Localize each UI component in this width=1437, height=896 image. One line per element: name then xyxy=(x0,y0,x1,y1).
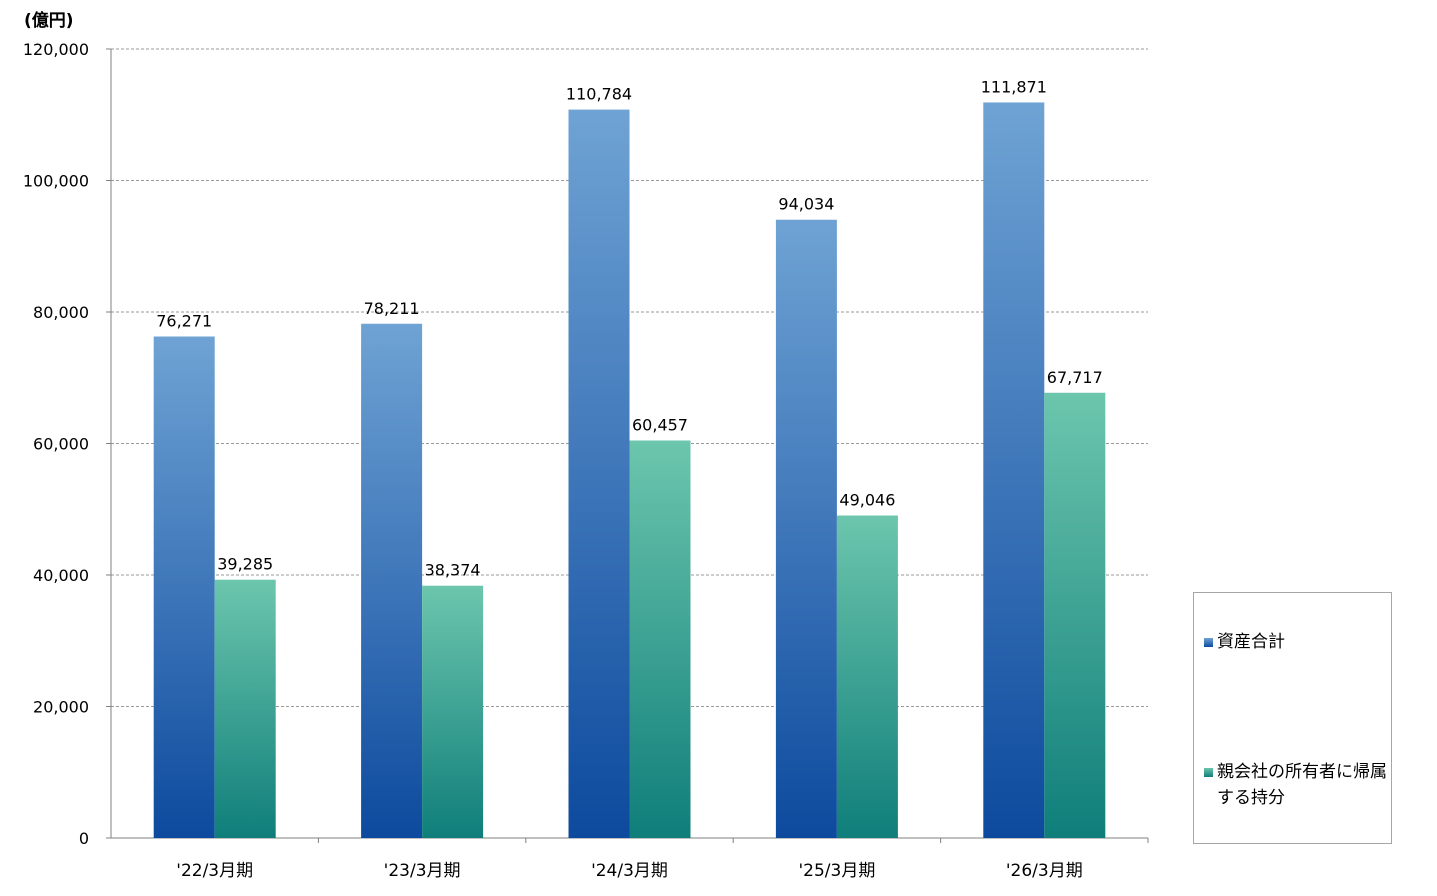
data-label: 67,717 xyxy=(1047,368,1103,387)
y-tick-label: 120,000 xyxy=(23,40,89,59)
y-tick-label: 100,000 xyxy=(23,172,89,191)
legend-label: 資産合計 xyxy=(1217,632,1285,652)
bar-total-assets xyxy=(775,219,837,839)
data-label: 38,374 xyxy=(425,561,481,580)
legend-item-equity: 親会社の所有者に帰属する持分 xyxy=(1204,759,1392,811)
data-label: 94,034 xyxy=(778,195,834,214)
y-tick-label: 80,000 xyxy=(33,303,89,322)
y-tick-label: 20,000 xyxy=(33,698,89,717)
legend-swatch-equity xyxy=(1204,768,1213,777)
x-tick-label: '25/3月期 xyxy=(798,861,875,881)
y-tick-label: 0 xyxy=(79,829,89,848)
x-tick-label: '24/3月期 xyxy=(591,861,668,881)
x-tick-label: '22/3月期 xyxy=(176,861,253,881)
data-label: 78,211 xyxy=(364,299,420,318)
bar-equity xyxy=(836,515,898,838)
bar-total-assets xyxy=(568,109,630,838)
y-tick-label: 60,000 xyxy=(33,435,89,454)
data-label: 60,457 xyxy=(632,415,688,434)
bar-equity xyxy=(422,585,484,838)
legend-item-total-assets: 資産合計 xyxy=(1204,629,1392,655)
bar-equity xyxy=(629,440,691,838)
data-label: 49,046 xyxy=(839,491,895,510)
legend-label: 親会社の所有者に帰属する持分 xyxy=(1217,762,1387,808)
data-label: 39,285 xyxy=(217,555,273,574)
bar-total-assets xyxy=(983,102,1045,838)
y-tick-label: 40,000 xyxy=(33,566,89,585)
x-tick-label: '26/3月期 xyxy=(1006,861,1083,881)
data-label: 110,784 xyxy=(566,85,632,104)
bar-total-assets xyxy=(153,336,215,838)
bar-equity xyxy=(214,579,276,838)
data-label: 111,871 xyxy=(981,77,1047,96)
x-tick-label: '23/3月期 xyxy=(384,861,461,881)
legend: 資産合計 親会社の所有者に帰属する持分 xyxy=(1193,592,1392,844)
bar-total-assets xyxy=(361,323,423,838)
bar-equity xyxy=(1044,392,1106,838)
data-label: 76,271 xyxy=(156,312,212,331)
legend-swatch-total-assets xyxy=(1204,638,1213,647)
unit-label: (億円) xyxy=(24,11,74,31)
